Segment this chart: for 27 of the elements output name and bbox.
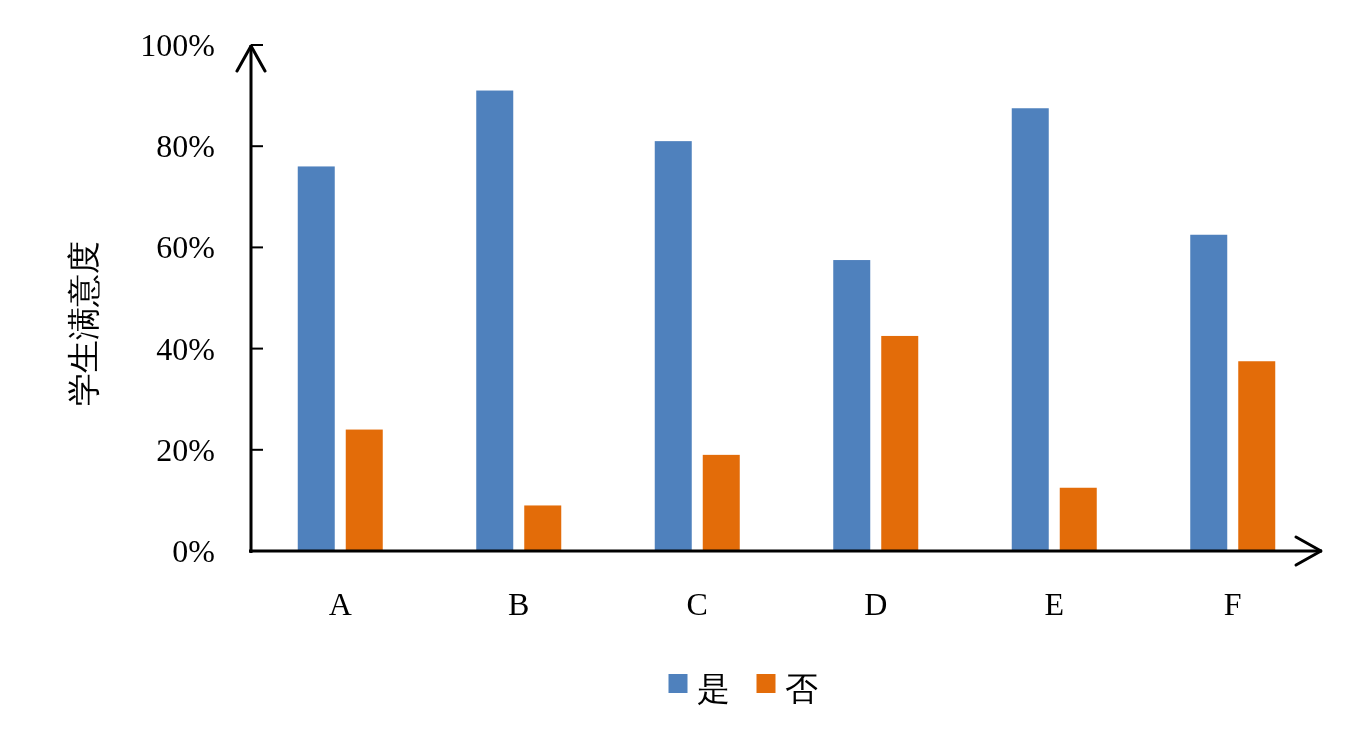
bar: [881, 335, 919, 551]
x-tick-label: A: [328, 586, 352, 622]
legend-label: 是: [696, 671, 730, 707]
bar: [1011, 108, 1049, 551]
bar: [345, 429, 383, 551]
bar: [297, 166, 335, 551]
bar: [476, 90, 514, 551]
y-tick-label: 100%: [140, 27, 215, 63]
bar: [524, 505, 562, 551]
bar: [1238, 361, 1276, 551]
y-axis-title: 学生满意度: [66, 240, 102, 406]
bar: [1059, 487, 1097, 551]
bar: [1190, 234, 1228, 551]
bar: [702, 454, 740, 551]
bar: [654, 141, 692, 551]
x-tick-label: F: [1223, 586, 1242, 622]
y-tick-label: 40%: [156, 330, 215, 367]
y-tick-label: 60%: [156, 229, 215, 266]
x-tick-label: D: [864, 586, 888, 622]
x-tick-label: E: [1044, 586, 1065, 622]
legend-label: 否: [784, 671, 818, 707]
y-tick-label: 0%: [172, 533, 215, 569]
y-tick-label: 20%: [156, 431, 215, 468]
x-tick-label: B: [508, 586, 530, 622]
bar: [833, 260, 871, 551]
x-tick-label: C: [686, 586, 708, 622]
y-tick-label: 80%: [156, 128, 215, 165]
